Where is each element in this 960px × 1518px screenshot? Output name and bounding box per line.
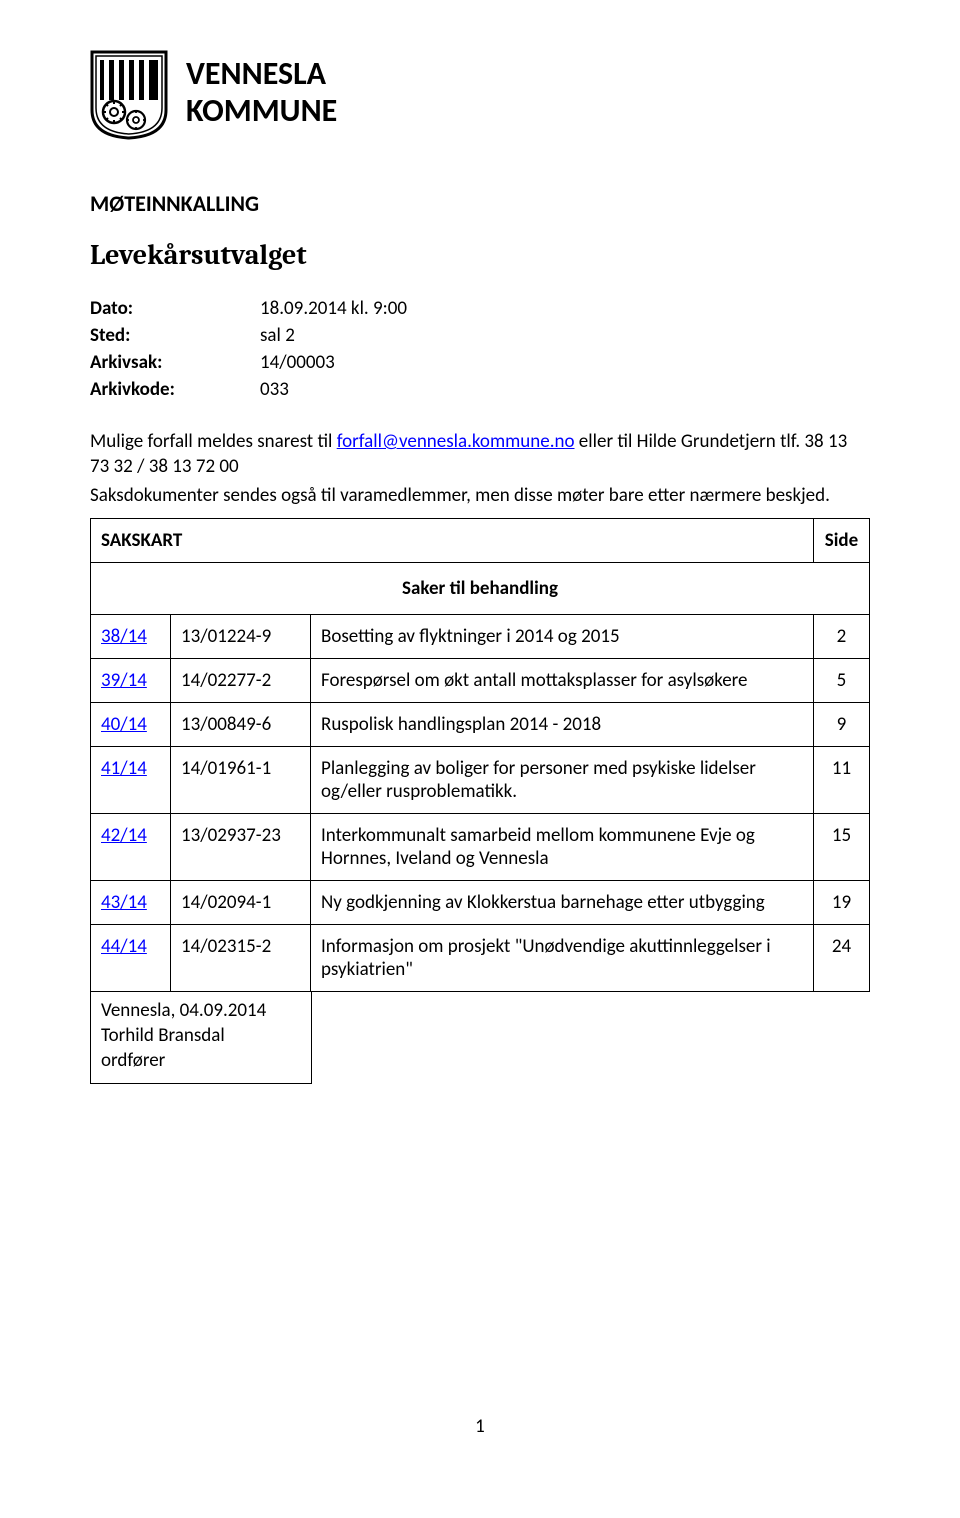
meta-label-sted: Sted:	[90, 322, 260, 349]
table-subhead-row: Saker til behandling	[91, 563, 870, 615]
case-id-link[interactable]: 40/14	[91, 703, 171, 747]
sakskart-table: SAKSKART Side Saker til behandling 38/14…	[90, 518, 870, 992]
case-id-link[interactable]: 38/14	[91, 615, 171, 659]
case-page: 5	[814, 659, 870, 703]
meta-row-arkivkode: Arkivkode: 033	[90, 376, 407, 403]
document-header: VENNESLA KOMMUNE	[90, 50, 870, 140]
case-id-link[interactable]: 41/14	[91, 747, 171, 814]
case-number: 14/02094-1	[171, 881, 311, 925]
case-number: 14/02315-2	[171, 925, 311, 992]
case-title: Ruspolisk handlingsplan 2014 - 2018	[311, 703, 814, 747]
table-row: 40/1413/00849-6Ruspolisk handlingsplan 2…	[91, 703, 870, 747]
case-number: 13/00849-6	[171, 703, 311, 747]
meta-value-dato: 18.09.2014 kl. 9:00	[260, 295, 407, 322]
committee-name: Levekårsutvalget	[90, 239, 870, 271]
para1-a: Mulige forfall meldes snarest til	[90, 430, 337, 453]
case-number: 14/02277-2	[171, 659, 311, 703]
table-header-row: SAKSKART Side	[91, 519, 870, 563]
case-number: 13/02937-23	[171, 814, 311, 881]
table-row: 38/1413/01224-9Bosetting av flyktninger …	[91, 615, 870, 659]
case-page: 11	[814, 747, 870, 814]
case-page: 24	[814, 925, 870, 992]
table-row: 43/1414/02094-1Ny godkjenning av Klokker…	[91, 881, 870, 925]
case-title: Forespørsel om økt antall mottaksplasser…	[311, 659, 814, 703]
signature-role: ordfører	[101, 1049, 301, 1074]
signature-place-date: Vennesla, 04.09.2014	[101, 999, 301, 1024]
case-id-link[interactable]: 44/14	[91, 925, 171, 992]
subhead-cell: Saker til behandling	[91, 563, 870, 615]
forfall-email-link[interactable]: forfall@vennesla.kommune.no	[337, 430, 575, 453]
table-row: 41/1414/01961-1Planlegging av boliger fo…	[91, 747, 870, 814]
meta-table: Dato: 18.09.2014 kl. 9:00 Sted: sal 2 Ar…	[90, 295, 407, 403]
org-title: VENNESLA KOMMUNE	[186, 50, 337, 130]
signature-block: Vennesla, 04.09.2014 Torhild Bransdal or…	[90, 991, 312, 1084]
case-page: 15	[814, 814, 870, 881]
case-id-link[interactable]: 39/14	[91, 659, 171, 703]
page-number: 1	[475, 1415, 485, 1438]
case-page: 19	[814, 881, 870, 925]
forfall-paragraph: Mulige forfall meldes snarest til forfal…	[90, 429, 870, 479]
case-title: Bosetting av flyktninger i 2014 og 2015	[311, 615, 814, 659]
case-page: 9	[814, 703, 870, 747]
case-title: Informasjon om prosjekt "Unødvendige aku…	[311, 925, 814, 992]
table-row: 44/1414/02315-2Informasjon om prosjekt "…	[91, 925, 870, 992]
meeting-heading: MØTEINNKALLING	[90, 190, 870, 217]
meta-value-sted: sal 2	[260, 322, 407, 349]
case-number: 13/01224-9	[171, 615, 311, 659]
case-id-link[interactable]: 43/14	[91, 881, 171, 925]
side-header: Side	[814, 519, 870, 563]
meta-row-sted: Sted: sal 2	[90, 322, 407, 349]
table-row: 42/1413/02937-23Interkommunalt samarbeid…	[91, 814, 870, 881]
table-row: 39/1414/02277-2Forespørsel om økt antall…	[91, 659, 870, 703]
meta-label-arkivkode: Arkivkode:	[90, 376, 260, 403]
org-line1: VENNESLA	[186, 56, 337, 93]
case-title: Planlegging av boliger for personer med …	[311, 747, 814, 814]
case-page: 2	[814, 615, 870, 659]
saksdokumenter-paragraph: Saksdokumenter sendes også til varamedle…	[90, 483, 870, 508]
meta-label-dato: Dato:	[90, 295, 260, 322]
case-number: 14/01961-1	[171, 747, 311, 814]
case-title: Interkommunalt samarbeid mellom kommunen…	[311, 814, 814, 881]
case-id-link[interactable]: 42/14	[91, 814, 171, 881]
org-line2: KOMMUNE	[186, 93, 337, 130]
signature-name: Torhild Bransdal	[101, 1024, 301, 1049]
meta-value-arkivkode: 033	[260, 376, 407, 403]
case-title: Ny godkjenning av Klokkerstua barnehage …	[311, 881, 814, 925]
shield-icon	[90, 50, 168, 140]
meta-row-arkivsak: Arkivsak: 14/00003	[90, 349, 407, 376]
meta-value-arkivsak: 14/00003	[260, 349, 407, 376]
meta-label-arkivsak: Arkivsak:	[90, 349, 260, 376]
meta-row-dato: Dato: 18.09.2014 kl. 9:00	[90, 295, 407, 322]
sakskart-header: SAKSKART	[91, 519, 814, 563]
